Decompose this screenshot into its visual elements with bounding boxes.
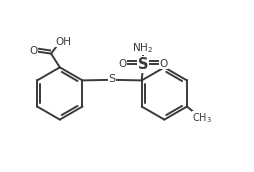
Text: S: S	[138, 57, 148, 72]
Text: O: O	[118, 59, 127, 69]
Text: NH$_2$: NH$_2$	[132, 41, 153, 55]
Text: O: O	[159, 59, 167, 69]
Text: O: O	[29, 46, 38, 56]
Text: CH$_3$: CH$_3$	[192, 111, 212, 125]
Text: S: S	[108, 74, 116, 84]
Text: OH: OH	[55, 37, 71, 47]
